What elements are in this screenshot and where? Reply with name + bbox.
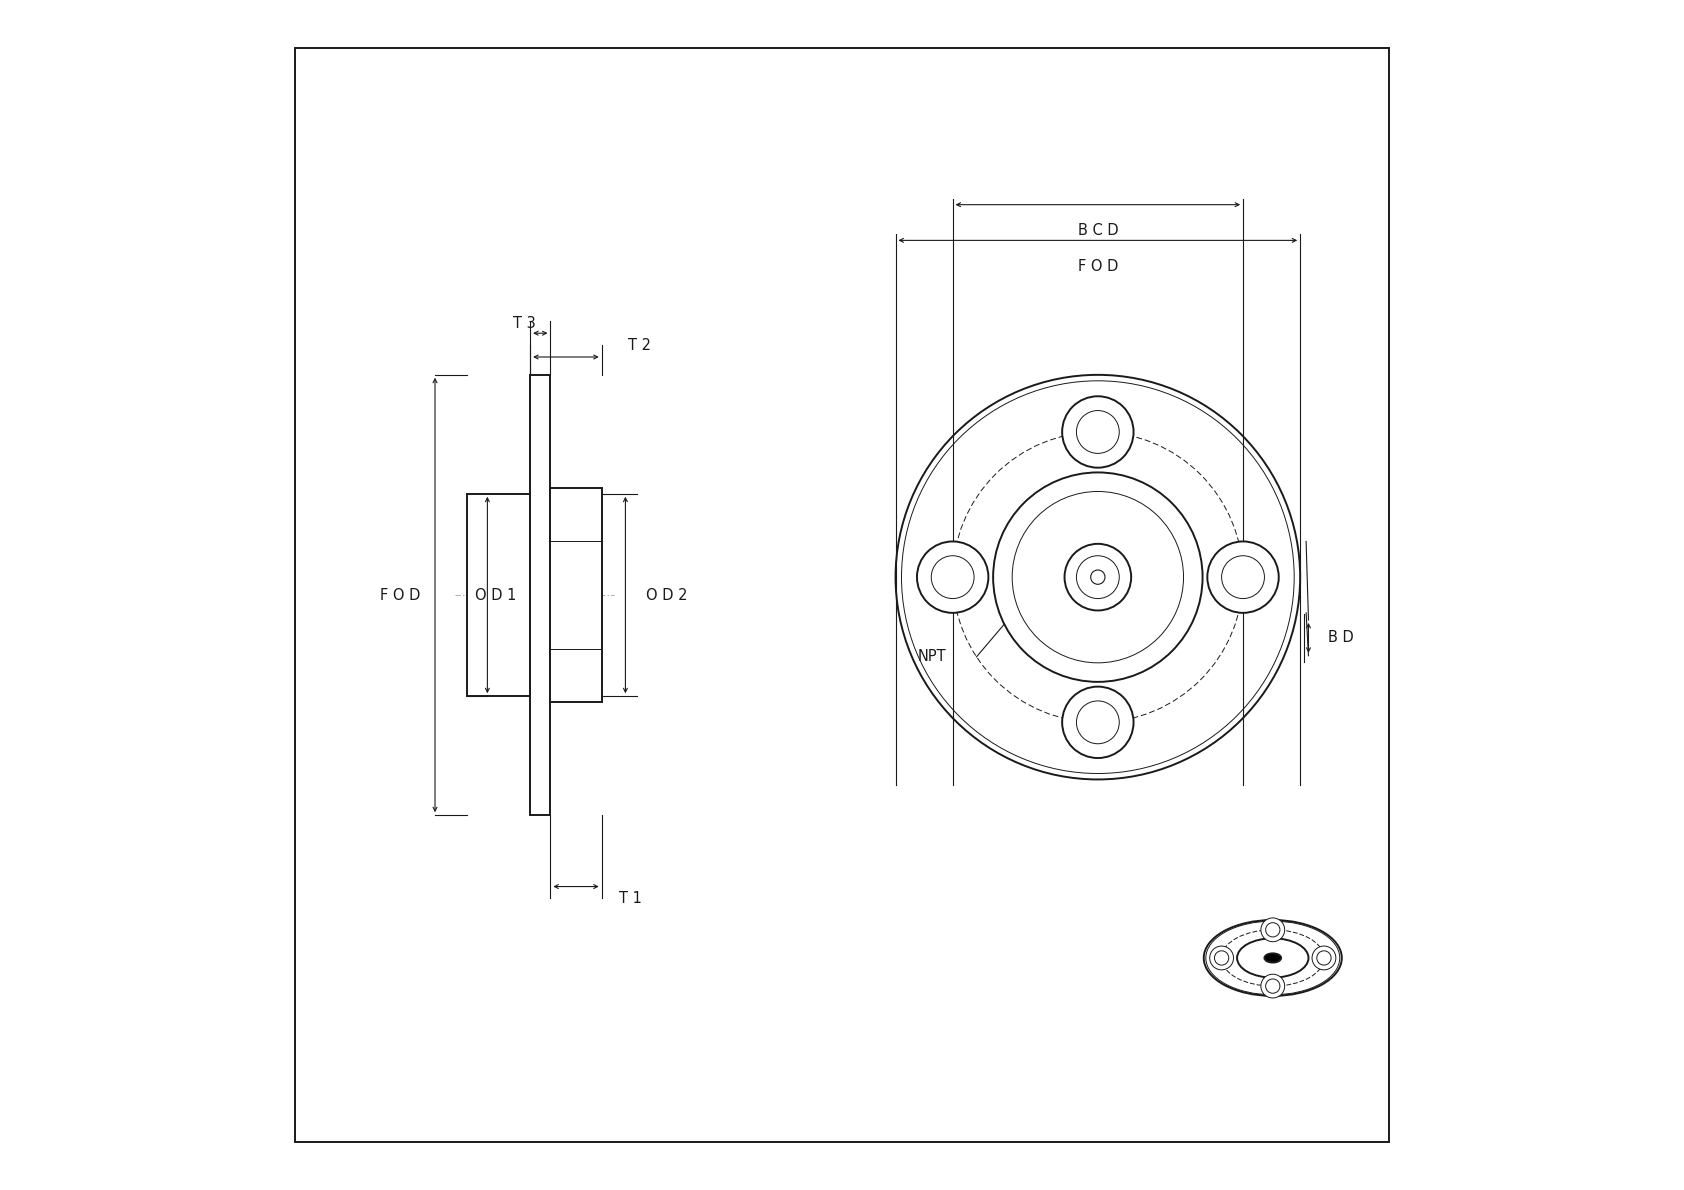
Circle shape <box>1091 570 1105 584</box>
Circle shape <box>1063 396 1133 468</box>
Text: O D 2: O D 2 <box>645 588 687 602</box>
Ellipse shape <box>1261 975 1285 998</box>
Circle shape <box>1076 701 1120 744</box>
Bar <box>530 375 551 815</box>
Circle shape <box>994 472 1202 682</box>
Bar <box>551 488 601 702</box>
Bar <box>466 494 530 696</box>
Text: T 3: T 3 <box>514 317 536 331</box>
Ellipse shape <box>1204 920 1342 996</box>
Circle shape <box>1221 556 1265 599</box>
Circle shape <box>1076 411 1120 453</box>
Circle shape <box>1064 544 1132 610</box>
Circle shape <box>931 556 973 599</box>
Ellipse shape <box>1209 946 1233 970</box>
Circle shape <box>1063 687 1133 758</box>
Ellipse shape <box>1265 953 1282 963</box>
Circle shape <box>1207 541 1278 613</box>
Text: O D 1: O D 1 <box>475 588 515 602</box>
Ellipse shape <box>1238 938 1308 978</box>
Circle shape <box>1076 556 1120 599</box>
Text: B C D: B C D <box>1078 224 1118 238</box>
Ellipse shape <box>1312 946 1335 970</box>
Ellipse shape <box>1261 917 1285 941</box>
Ellipse shape <box>1266 979 1280 994</box>
Text: F O D: F O D <box>1078 259 1118 274</box>
Circle shape <box>918 541 989 613</box>
Circle shape <box>896 375 1300 779</box>
Text: T 2: T 2 <box>628 338 650 352</box>
Text: T 1: T 1 <box>620 891 642 906</box>
Text: B D: B D <box>1327 631 1354 645</box>
Text: F O D: F O D <box>381 588 421 602</box>
Ellipse shape <box>1317 951 1330 965</box>
Ellipse shape <box>1266 922 1280 937</box>
Text: NPT: NPT <box>918 650 946 664</box>
Ellipse shape <box>1214 951 1229 965</box>
